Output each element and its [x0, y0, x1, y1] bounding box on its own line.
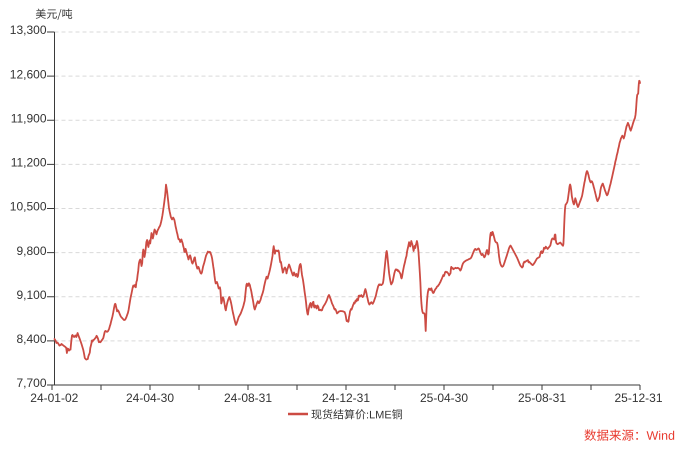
svg-text:24-01-02: 24-01-02	[30, 391, 78, 405]
svg-text:11,200: 11,200	[11, 156, 47, 170]
svg-text:25-08-31: 25-08-31	[518, 391, 566, 405]
svg-text:24-04-30: 24-04-30	[126, 391, 174, 405]
svg-text:7,700: 7,700	[16, 376, 46, 390]
svg-text:9,800: 9,800	[16, 244, 46, 258]
svg-text:24-08-31: 24-08-31	[224, 391, 272, 405]
svg-text:8,400: 8,400	[16, 332, 46, 346]
svg-text:12,600: 12,600	[10, 67, 47, 81]
svg-text:13,300: 13,300	[10, 23, 47, 37]
svg-text:24-12-31: 24-12-31	[322, 391, 370, 405]
svg-text:11,900: 11,900	[11, 111, 47, 125]
svg-text:10,500: 10,500	[10, 200, 47, 214]
svg-text:25-04-30: 25-04-30	[420, 391, 468, 405]
svg-text:25-12-31: 25-12-31	[614, 391, 662, 405]
svg-text:9,100: 9,100	[16, 288, 46, 302]
